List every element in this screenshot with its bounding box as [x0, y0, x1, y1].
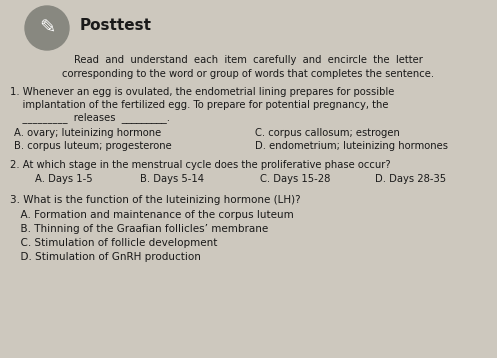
- Text: C. corpus callosum; estrogen: C. corpus callosum; estrogen: [255, 128, 400, 138]
- Circle shape: [25, 6, 69, 50]
- Text: 1. Whenever an egg is ovulated, the endometrial lining prepares for possible: 1. Whenever an egg is ovulated, the endo…: [10, 87, 395, 97]
- Text: Read  and  understand  each  item  carefully  and  encircle  the  letter: Read and understand each item carefully …: [74, 55, 422, 65]
- Text: 2. At which stage in the menstrual cycle does the proliferative phase occur?: 2. At which stage in the menstrual cycle…: [10, 160, 391, 170]
- Text: implantation of the fertilized egg. To prepare for potential pregnancy, the: implantation of the fertilized egg. To p…: [10, 100, 389, 110]
- Text: B. Days 5-14: B. Days 5-14: [140, 174, 204, 184]
- Text: corresponding to the word or group of words that completes the sentence.: corresponding to the word or group of wo…: [62, 69, 434, 79]
- Text: C. Days 15-28: C. Days 15-28: [260, 174, 331, 184]
- Text: D. Stimulation of GnRH production: D. Stimulation of GnRH production: [14, 252, 201, 262]
- Text: _________  releases  _________.: _________ releases _________.: [10, 112, 170, 124]
- Text: ✎: ✎: [39, 19, 55, 38]
- Text: A. Formation and maintenance of the corpus luteum: A. Formation and maintenance of the corp…: [14, 210, 294, 220]
- Text: D. Days 28-35: D. Days 28-35: [375, 174, 446, 184]
- Text: B. corpus luteum; progesterone: B. corpus luteum; progesterone: [14, 141, 172, 151]
- Text: A. Days 1-5: A. Days 1-5: [35, 174, 92, 184]
- Text: A. ovary; luteinizing hormone: A. ovary; luteinizing hormone: [14, 128, 161, 138]
- Text: Posttest: Posttest: [80, 18, 152, 33]
- Text: C. Stimulation of follicle development: C. Stimulation of follicle development: [14, 238, 217, 248]
- Text: D. endometrium; luteinizing hormones: D. endometrium; luteinizing hormones: [255, 141, 448, 151]
- Text: B. Thinning of the Graafian follicles’ membrane: B. Thinning of the Graafian follicles’ m…: [14, 224, 268, 234]
- Text: 3. What is the function of the luteinizing hormone (LH)?: 3. What is the function of the luteinizi…: [10, 195, 301, 205]
